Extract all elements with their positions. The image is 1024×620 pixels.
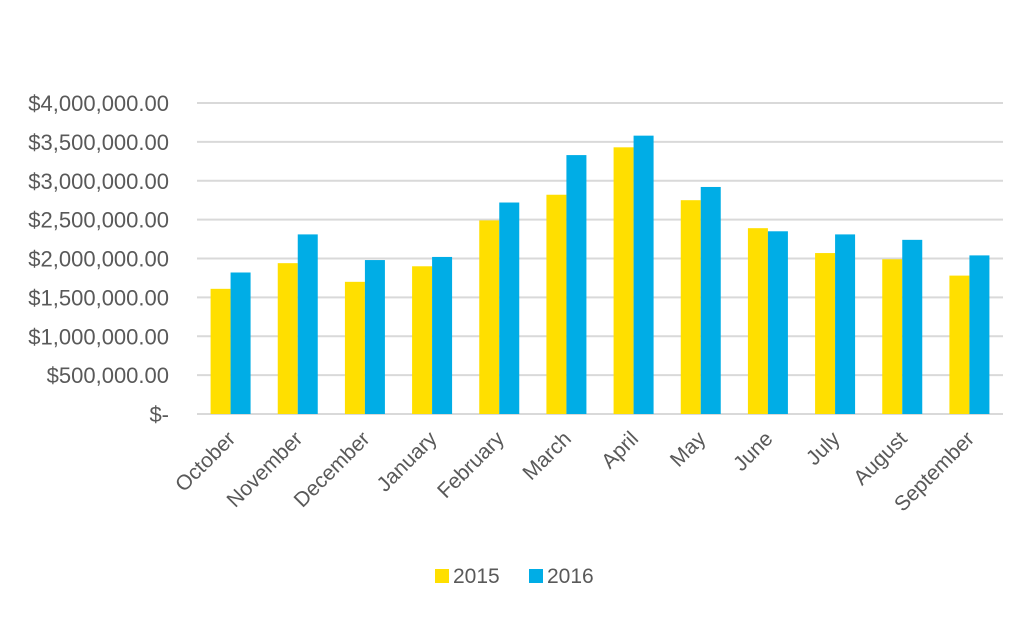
bar-2015-may [680, 200, 701, 414]
y-tick-label: $1,000,000.00 [28, 324, 169, 349]
y-tick-label: $2,500,000.00 [28, 208, 169, 233]
y-tick-label: $1,500,000.00 [28, 285, 169, 310]
y-tick-label: $2,000,000.00 [28, 247, 169, 272]
gridlines [197, 102, 1003, 415]
bar-2015-march [546, 194, 567, 414]
bar-2016-february [499, 202, 520, 414]
bar-2015-april [613, 147, 634, 414]
legend-label: 2016 [547, 565, 594, 588]
bar-2015-november [277, 263, 298, 414]
legend: 2015 2016 [435, 565, 594, 588]
y-tick-label: $500,000.00 [47, 363, 169, 388]
legend-swatch-2015 [435, 569, 449, 583]
y-tick-label: $- [149, 402, 169, 427]
y-tick-label: $4,000,000.00 [28, 91, 169, 116]
bar-2015-october [210, 288, 231, 414]
bar-2015-september [949, 275, 970, 414]
bar-2016-june [767, 231, 788, 414]
bars [210, 135, 990, 414]
bar-2016-october [230, 272, 251, 414]
x-tick-label: April [597, 427, 643, 473]
bar-2016-december [364, 260, 385, 414]
x-tick-label: January [373, 427, 442, 496]
bar-2016-march [566, 155, 587, 414]
legend-swatch-2016 [529, 569, 543, 583]
bar-2015-august [882, 259, 903, 414]
y-tick-label: $3,500,000.00 [28, 130, 169, 155]
bar-2015-july [815, 253, 836, 414]
bar-2016-november [297, 234, 318, 414]
x-tick-label: July [802, 427, 845, 470]
x-tick-label: February [433, 427, 509, 503]
bar-2016-april [633, 135, 654, 414]
y-axis: $- $500,000.00 $1,000,000.00 $1,500,000.00 $… [28, 91, 169, 427]
x-tick-label: October [171, 427, 240, 496]
x-tick-label: March [518, 427, 576, 485]
bar-2015-june [747, 228, 768, 414]
x-tick-label: June [729, 427, 777, 475]
bar-2015-february [479, 220, 500, 414]
bar-2016-september [969, 255, 990, 414]
bar-2016-july [835, 234, 856, 414]
bar-2015-january [412, 266, 433, 414]
bar-2016-january [432, 256, 453, 414]
bar-2016-august [902, 239, 923, 414]
x-tick-label: May [666, 427, 711, 472]
bar-2016-may [700, 186, 721, 414]
y-tick-label: $3,000,000.00 [28, 169, 169, 194]
legend-label: 2015 [453, 565, 500, 588]
bar-2015-december [344, 281, 365, 414]
x-tick-label: August [849, 427, 912, 490]
